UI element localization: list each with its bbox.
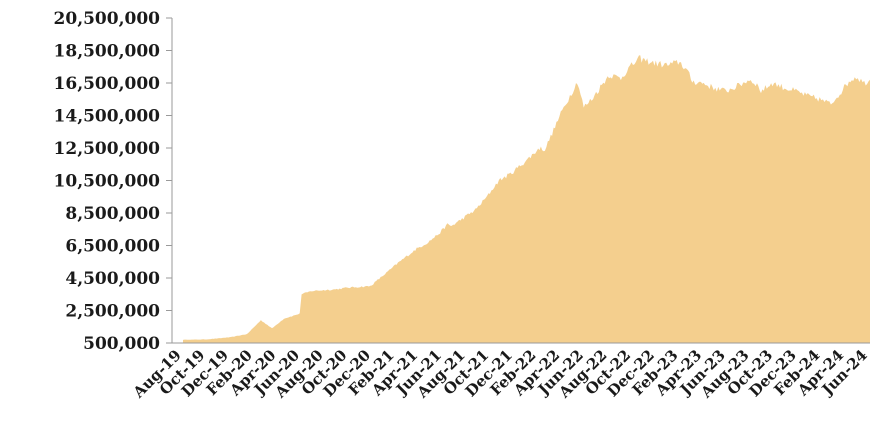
y-tick-label: 18,500,000 <box>54 42 161 62</box>
y-tick-label: 14,500,000 <box>54 107 161 127</box>
y-tick-label: 16,500,000 <box>54 74 161 94</box>
y-tick-label: 8,500,000 <box>65 204 160 224</box>
y-tick-label: 12,500,000 <box>54 139 161 159</box>
area-layer <box>183 55 870 344</box>
series-area <box>183 55 870 344</box>
x-tick-labels: Aug-19Oct-19Dec-19Feb-20Apr-20Jun-20Aug-… <box>129 346 871 402</box>
y-tick-labels: 20,500,000 18,500,000 16,500,000 14,500,000… <box>54 9 172 354</box>
y-tick-label: 500,000 <box>83 334 160 354</box>
y-tick-label: 10,500,000 <box>54 172 161 192</box>
y-tick-label: 6,500,000 <box>65 237 160 257</box>
y-tick-label: 2,500,000 <box>65 302 160 322</box>
y-tick-label: 4,500,000 <box>65 269 160 289</box>
y-tick-label: 20,500,000 <box>54 9 161 29</box>
